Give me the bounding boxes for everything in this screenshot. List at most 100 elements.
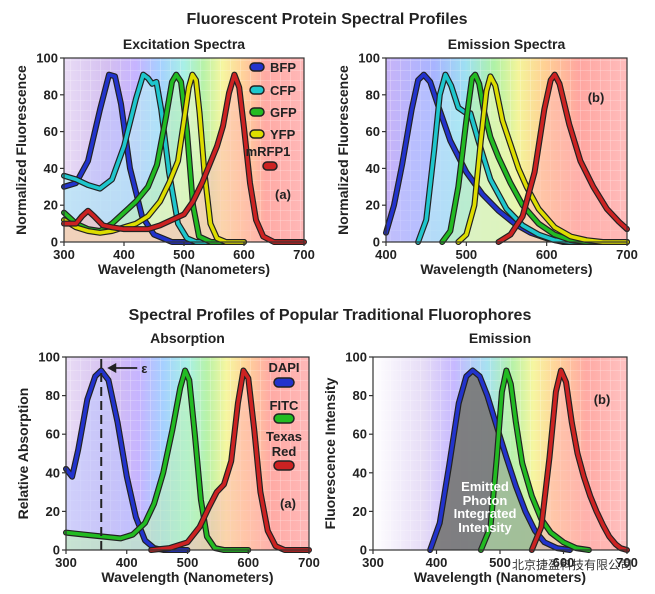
x-axis-label: Wavelength (Nanometers) bbox=[414, 569, 586, 585]
legend-label-bfp: BFP bbox=[270, 60, 296, 75]
y-axis-label: Relative Absorption bbox=[15, 388, 31, 520]
excitation-spectra-panel: Excitation Spectra 300 400 500 600 700 0 20 40 60… bbox=[13, 36, 315, 277]
emitted-photon-label-line: Emitted bbox=[461, 479, 509, 494]
legend-label-fitc: FITC bbox=[270, 398, 299, 413]
series-line-mrfp1 bbox=[496, 72, 629, 244]
y-tick-label: 60 bbox=[353, 427, 367, 442]
y-tick-label: 100 bbox=[345, 350, 367, 365]
y-tick-label: 0 bbox=[373, 235, 380, 250]
emitted-photon-label-line: Integrated bbox=[454, 506, 517, 521]
panel-title: Absorption bbox=[150, 330, 225, 346]
emitted-photon-label-line: Intensity bbox=[458, 520, 512, 535]
epsilon-arrowhead bbox=[107, 363, 117, 373]
y-tick-label: 40 bbox=[46, 465, 60, 480]
x-tick-label: 600 bbox=[233, 247, 255, 262]
y-tick-label: 80 bbox=[46, 388, 60, 403]
series-line-cfp bbox=[416, 72, 629, 244]
legend-swatch-dapi bbox=[273, 377, 295, 388]
series-line-cfp bbox=[62, 72, 246, 244]
x-tick-label: 500 bbox=[455, 247, 477, 262]
legend-label-yfp: YFP bbox=[270, 127, 296, 142]
legend-label-gfp: GFP bbox=[270, 105, 297, 120]
series-fill-mrfp1 bbox=[64, 74, 304, 242]
watermark-text: 北京捷盈科技有限公司 bbox=[512, 558, 632, 572]
x-tick-label: 300 bbox=[55, 555, 77, 570]
epsilon-label: ε bbox=[141, 361, 147, 376]
series-fill-cfp bbox=[64, 74, 244, 242]
y-tick-label: 60 bbox=[366, 124, 380, 139]
x-tick-label: 300 bbox=[53, 247, 75, 262]
series-line-texas-red bbox=[530, 368, 629, 552]
y-tick-label: 40 bbox=[366, 161, 380, 176]
x-tick-label: 500 bbox=[489, 555, 511, 570]
y-tick-label: 20 bbox=[46, 504, 60, 519]
series-line-yfp bbox=[456, 74, 629, 244]
y-tick-label: 100 bbox=[38, 350, 60, 365]
panel-letter: (b) bbox=[588, 90, 605, 105]
y-tick-label: 100 bbox=[358, 51, 380, 66]
legend-swatch-texas-red bbox=[273, 460, 295, 471]
x-tick-label: 400 bbox=[113, 247, 135, 262]
legend-label-cfp: CFP bbox=[270, 83, 296, 98]
y-tick-label: 20 bbox=[353, 504, 367, 519]
legend-label-dapi: DAPI bbox=[268, 360, 299, 375]
y-tick-label: 0 bbox=[51, 235, 58, 250]
y-tick-label: 100 bbox=[36, 51, 58, 66]
x-axis-label: Wavelength (Nanometers) bbox=[101, 569, 273, 585]
y-tick-label: 60 bbox=[44, 124, 58, 139]
y-tick-label: 0 bbox=[53, 543, 60, 558]
series-fill-fitc bbox=[480, 370, 589, 550]
y-tick-label: 0 bbox=[360, 543, 367, 558]
series-line-texas-red bbox=[149, 368, 311, 552]
fluorophore-emission-panel: Emission 300 400 500 600 700 0 20 40 60 80 100 Wavel… bbox=[322, 330, 638, 585]
legend-label-mrfp1: mRFP1 bbox=[246, 144, 291, 159]
emission-spectra-panel: Emission Spectra 400 500 600 700 0 20 40 60 80 100… bbox=[335, 36, 638, 277]
y-tick-label: 80 bbox=[44, 87, 58, 102]
bottom-figure-title: Spectral Profiles of Popular Traditional… bbox=[129, 307, 532, 324]
legend-swatch-cfp bbox=[249, 85, 265, 95]
legend-swatch-bfp bbox=[249, 62, 265, 72]
y-tick-label: 20 bbox=[366, 198, 380, 213]
x-tick-label: 500 bbox=[177, 555, 199, 570]
y-axis-label: Normalized Fluorescence bbox=[335, 65, 351, 235]
panel-title: Excitation Spectra bbox=[123, 36, 245, 52]
y-tick-label: 80 bbox=[366, 87, 380, 102]
x-tick-label: 600 bbox=[553, 555, 575, 570]
y-tick-label: 40 bbox=[353, 465, 367, 480]
x-tick-label: 400 bbox=[426, 555, 448, 570]
legend-swatch-yfp bbox=[249, 129, 265, 139]
series-line-gfp bbox=[440, 72, 629, 244]
panel-letter: (a) bbox=[280, 496, 296, 511]
legend-swatch-gfp bbox=[249, 107, 265, 117]
x-axis-label: Wavelength (Nanometers) bbox=[98, 261, 270, 277]
x-tick-label: 400 bbox=[375, 247, 397, 262]
x-tick-label: 400 bbox=[116, 555, 138, 570]
series-line-bfp bbox=[62, 72, 222, 244]
emitted-photon-label-line: Photon bbox=[463, 493, 508, 508]
x-tick-label: 300 bbox=[362, 555, 384, 570]
legend-label-texas-red-line1: Texas bbox=[266, 429, 302, 444]
y-axis-label: Normalized Fluorescence bbox=[13, 65, 29, 235]
panel-letter: (b) bbox=[594, 392, 611, 407]
series-fill-texas-red bbox=[151, 370, 309, 550]
x-tick-label: 700 bbox=[616, 555, 638, 570]
series-line-mrfp1 bbox=[62, 72, 306, 244]
series-fill-fitc bbox=[66, 370, 249, 550]
series-line-dapi bbox=[64, 368, 190, 552]
x-tick-label: 500 bbox=[173, 247, 195, 262]
x-axis-label: Wavelength (Nanometers) bbox=[420, 261, 592, 277]
top-figure-title: Fluorescent Protein Spectral Profiles bbox=[187, 11, 468, 28]
x-tick-label: 700 bbox=[293, 247, 315, 262]
series-line-fitc bbox=[64, 368, 251, 552]
series-fill-dapi bbox=[66, 370, 188, 550]
y-tick-label: 60 bbox=[46, 427, 60, 442]
y-axis-label: Fluorescence Intensity bbox=[322, 377, 338, 529]
x-tick-label: 700 bbox=[616, 247, 638, 262]
y-tick-label: 20 bbox=[44, 198, 58, 213]
x-tick-label: 700 bbox=[298, 555, 320, 570]
legend-swatch-mrfp1 bbox=[262, 161, 278, 171]
series-line-fitc bbox=[479, 368, 591, 552]
y-tick-label: 40 bbox=[44, 161, 58, 176]
legend-swatch-fitc bbox=[273, 413, 295, 424]
